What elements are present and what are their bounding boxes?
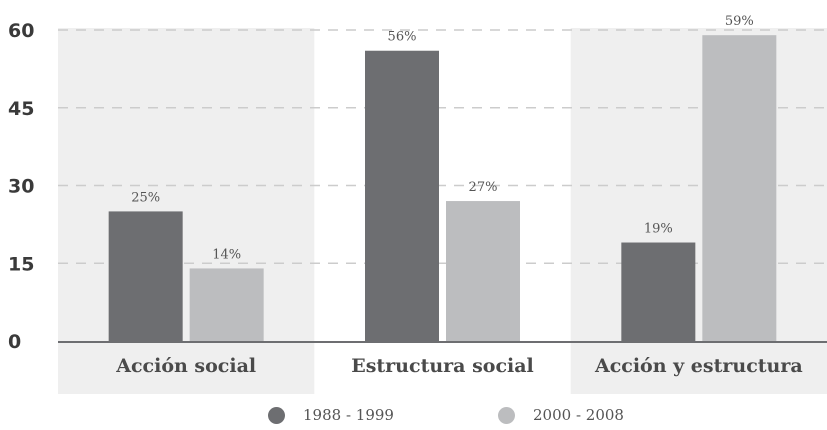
data-label-1-series-2: 14% [212, 247, 241, 262]
legend-swatch-series-1 [268, 406, 285, 424]
legend: 1988 - 1999 2000 - 2008 [0, 406, 827, 430]
data-label-3-series-2: 59% [725, 14, 754, 29]
y-tick-label-60: 60 [8, 20, 34, 42]
bar-2-series-2 [446, 201, 520, 341]
data-label-3-series-1: 19% [644, 222, 673, 237]
bar-3-series-1 [621, 242, 696, 341]
legend-label-series-1: 1988 - 1999 [303, 406, 394, 424]
y-tick-label-15: 15 [8, 253, 34, 275]
data-label-2-series-2: 27% [469, 180, 498, 195]
category-band-3 [570, 28, 827, 394]
data-label-2-series-1: 56% [388, 30, 417, 45]
x-category-label-3: Acción y estructura [594, 355, 803, 377]
bar-1-series-1 [108, 211, 183, 341]
y-tick-label-0: 0 [8, 331, 21, 353]
bar-2-series-1 [365, 50, 439, 341]
category-band-1 [58, 28, 315, 394]
legend-swatch-series-2 [498, 406, 515, 424]
bar-3-series-2 [702, 35, 777, 341]
legend-label-series-2: 2000 - 2008 [533, 406, 624, 424]
legend-item-series-2: 2000 - 2008 [498, 406, 624, 424]
x-category-label-1: Acción social [115, 355, 256, 377]
x-category-label-2: Estructura social [351, 355, 534, 377]
y-tick-label-45: 45 [8, 98, 34, 120]
data-label-1-series-1: 25% [131, 190, 160, 205]
bar-1-series-2 [189, 268, 264, 341]
legend-item-series-1: 1988 - 1999 [268, 406, 394, 424]
y-tick-label-30: 30 [8, 176, 34, 198]
